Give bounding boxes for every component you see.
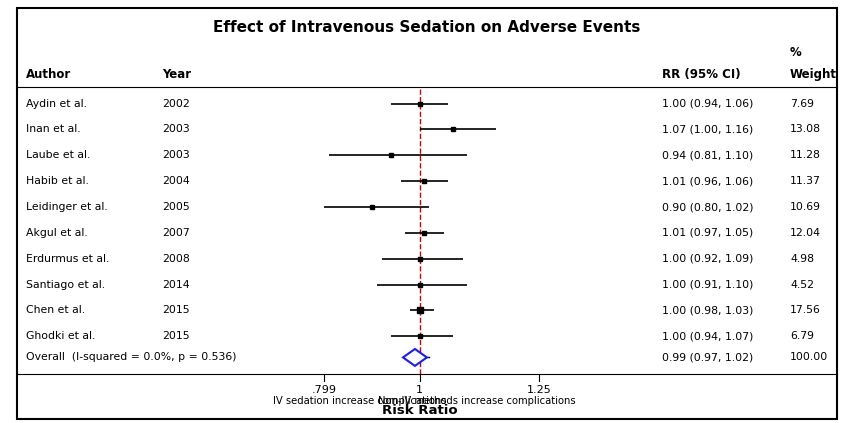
Text: Inan et al.: Inan et al. bbox=[26, 124, 80, 135]
Text: 1.25: 1.25 bbox=[526, 385, 551, 396]
Text: 1.07 (1.00, 1.16): 1.07 (1.00, 1.16) bbox=[661, 124, 752, 135]
Text: 2005: 2005 bbox=[162, 202, 189, 212]
Text: 7.69: 7.69 bbox=[789, 99, 813, 109]
Text: 2007: 2007 bbox=[162, 228, 189, 238]
Text: Ghodki et al.: Ghodki et al. bbox=[26, 331, 95, 341]
Text: 6.79: 6.79 bbox=[789, 331, 813, 341]
Text: 1.01 (0.96, 1.06): 1.01 (0.96, 1.06) bbox=[661, 176, 752, 186]
Text: 2003: 2003 bbox=[162, 124, 189, 135]
Text: 11.28: 11.28 bbox=[789, 150, 820, 160]
Text: 10.69: 10.69 bbox=[789, 202, 820, 212]
Text: Risk Ratio: Risk Ratio bbox=[381, 404, 457, 417]
Text: 17.56: 17.56 bbox=[789, 305, 820, 316]
Text: Year: Year bbox=[162, 68, 191, 80]
Text: 13.08: 13.08 bbox=[789, 124, 820, 135]
Polygon shape bbox=[403, 349, 426, 366]
Text: .799: .799 bbox=[311, 385, 336, 396]
Text: 1.00 (0.94, 1.07): 1.00 (0.94, 1.07) bbox=[661, 331, 752, 341]
Text: 1: 1 bbox=[415, 385, 423, 396]
Text: RR (95% CI): RR (95% CI) bbox=[661, 68, 740, 80]
Text: 4.98: 4.98 bbox=[789, 254, 813, 264]
Text: 2014: 2014 bbox=[162, 280, 189, 290]
Text: Laube et al.: Laube et al. bbox=[26, 150, 90, 160]
Text: Non-IV methods increase complications: Non-IV methods increase complications bbox=[378, 396, 575, 407]
Text: Leidinger et al.: Leidinger et al. bbox=[26, 202, 107, 212]
Text: Overall  (I-squared = 0.0%, p = 0.536): Overall (I-squared = 0.0%, p = 0.536) bbox=[26, 352, 235, 363]
Text: Author: Author bbox=[26, 68, 71, 80]
Text: Habib et al.: Habib et al. bbox=[26, 176, 89, 186]
Text: 0.94 (0.81, 1.10): 0.94 (0.81, 1.10) bbox=[661, 150, 752, 160]
Text: 1.00 (0.92, 1.09): 1.00 (0.92, 1.09) bbox=[661, 254, 752, 264]
Text: 1.00 (0.91, 1.10): 1.00 (0.91, 1.10) bbox=[661, 280, 752, 290]
Text: Erdurmus et al.: Erdurmus et al. bbox=[26, 254, 109, 264]
Text: 4.52: 4.52 bbox=[789, 280, 813, 290]
Text: %: % bbox=[789, 47, 801, 59]
Text: 1.01 (0.97, 1.05): 1.01 (0.97, 1.05) bbox=[661, 228, 752, 238]
Text: 2015: 2015 bbox=[162, 331, 189, 341]
Text: Chen et al.: Chen et al. bbox=[26, 305, 84, 316]
Text: 100.00: 100.00 bbox=[789, 352, 827, 363]
Text: 2015: 2015 bbox=[162, 305, 189, 316]
Text: 11.37: 11.37 bbox=[789, 176, 820, 186]
Text: Aydin et al.: Aydin et al. bbox=[26, 99, 86, 109]
Text: 2002: 2002 bbox=[162, 99, 189, 109]
Text: 0.90 (0.80, 1.02): 0.90 (0.80, 1.02) bbox=[661, 202, 752, 212]
Text: 0.99 (0.97, 1.02): 0.99 (0.97, 1.02) bbox=[661, 352, 752, 363]
Text: 2003: 2003 bbox=[162, 150, 189, 160]
Text: IV sedation increase complications: IV sedation increase complications bbox=[273, 396, 446, 407]
Text: 1.00 (0.98, 1.03): 1.00 (0.98, 1.03) bbox=[661, 305, 752, 316]
Text: Santiago et al.: Santiago et al. bbox=[26, 280, 105, 290]
Text: Effect of Intravenous Sedation on Adverse Events: Effect of Intravenous Sedation on Advers… bbox=[213, 20, 640, 35]
Text: Akgul et al.: Akgul et al. bbox=[26, 228, 87, 238]
Text: 2004: 2004 bbox=[162, 176, 189, 186]
Text: 12.04: 12.04 bbox=[789, 228, 820, 238]
Text: 1.00 (0.94, 1.06): 1.00 (0.94, 1.06) bbox=[661, 99, 752, 109]
Text: 2008: 2008 bbox=[162, 254, 189, 264]
Text: Weight: Weight bbox=[789, 68, 836, 80]
